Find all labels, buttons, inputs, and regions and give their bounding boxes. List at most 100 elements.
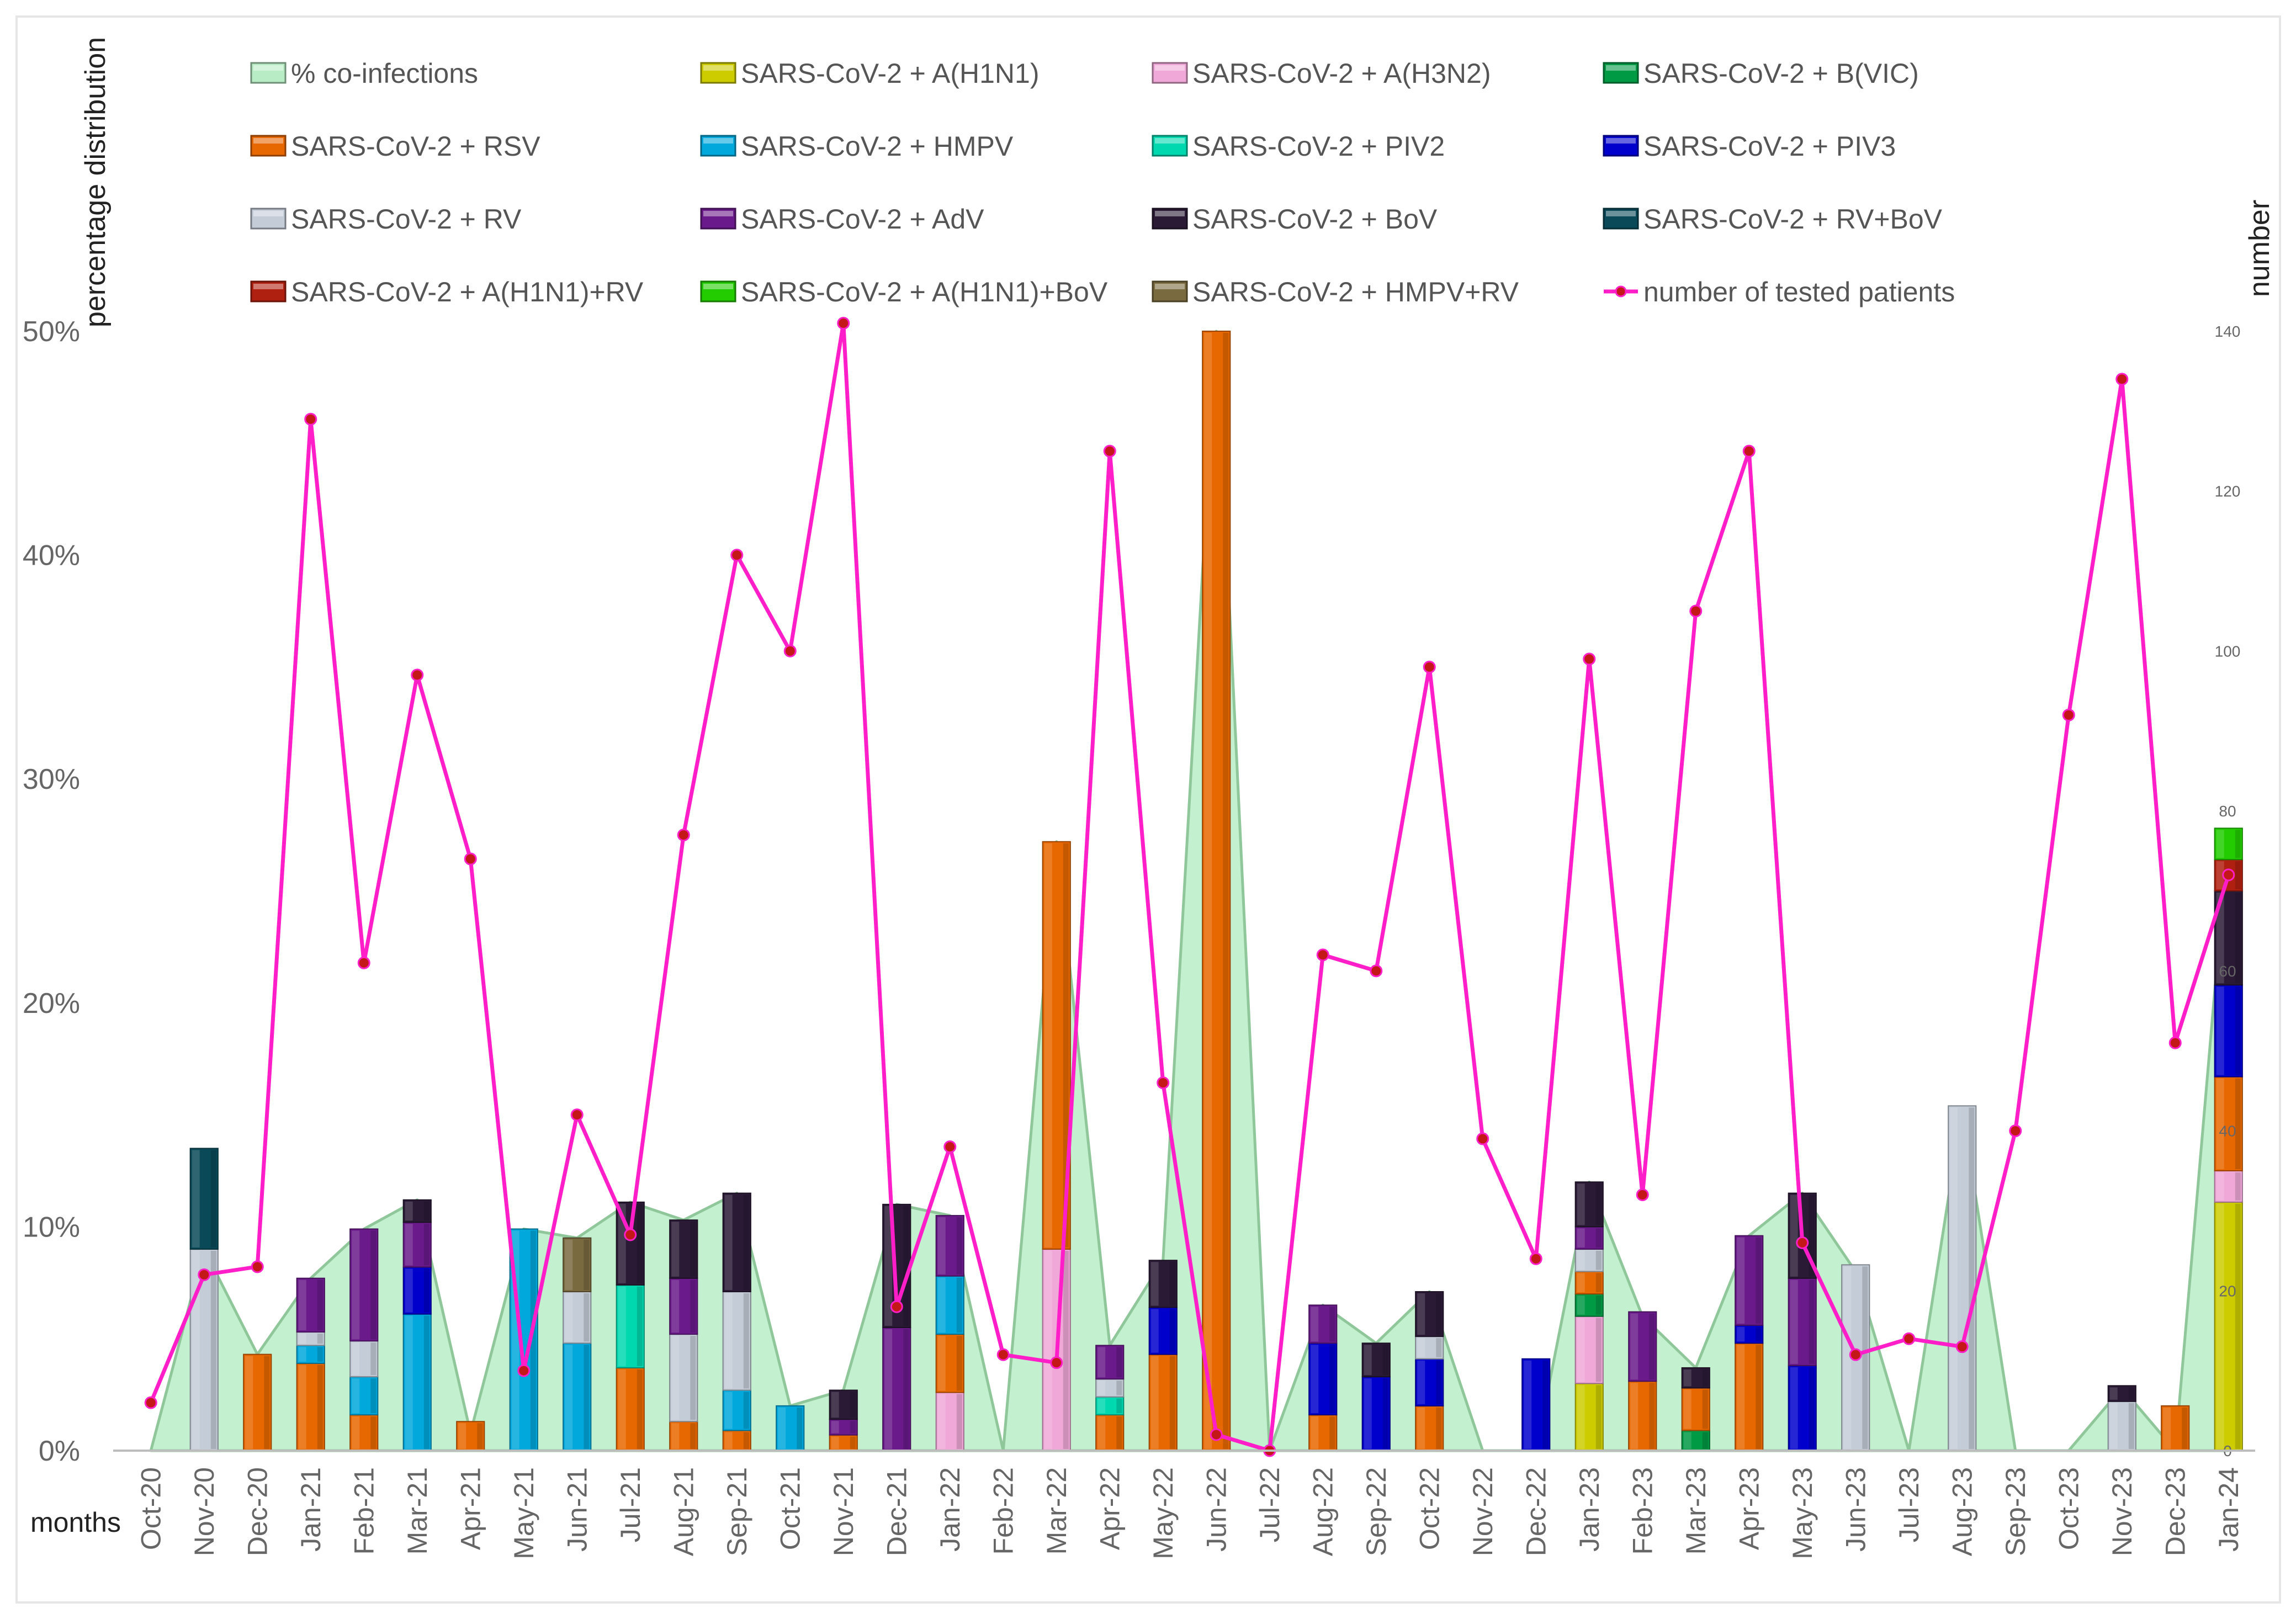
bar-highlight [2216,893,2224,984]
bar-highlight [671,1336,680,1420]
x-tick-label: Jan-24 [2213,1467,2244,1552]
legend-item-sars-cov-2-adv: SARS-CoV-2 + AdV [700,204,984,235]
legend-swatch-bevel [253,284,283,289]
bar-shadow [584,1293,590,1342]
bar-shadow [1436,1360,1442,1404]
bar-segment-rsv [1681,1387,1710,1431]
bar-highlight [405,1315,413,1449]
legend-label: SARS-CoV-2 + PIV2 [1192,131,1445,162]
x-tick-label: Feb-23 [1627,1467,1658,1554]
bar-shadow [317,1365,323,1449]
legend-swatch-bevel [703,211,733,216]
bar-shadow [317,1347,323,1362]
bar-segment-rsv [2161,1405,2190,1451]
bar-highlight [298,1347,306,1362]
legend-swatch-bevel [253,138,283,144]
tested-patients-point [251,1260,264,1273]
x-tick-label: Aug-23 [1947,1467,1977,1556]
bar-shadow [1862,1266,1868,1449]
tested-patients-point [1476,1132,1489,1145]
legend-label: SARS-CoV-2 + RV+BoV [1643,204,1943,235]
tested-patients-point [198,1268,211,1281]
x-tick-label: Dec-23 [2160,1467,2191,1556]
bar-highlight [2109,1387,2118,1400]
bar-highlight [405,1224,413,1266]
bar-highlight [671,1280,680,1333]
tested-patients-point [730,549,744,562]
bar-segment-hmpv [722,1389,751,1431]
bar-highlight [298,1334,306,1344]
bar-segment-rsv [1095,1414,1125,1452]
y-tick-left: 20% [23,988,80,1020]
tested-patients-point [1210,1428,1223,1441]
bar-highlight [724,1293,733,1389]
legend-item-sars-cov-2-rsv: SARS-CoV-2 + RSV [250,131,540,162]
bar-shadow [423,1224,429,1266]
bar-shadow [423,1201,429,1221]
bar-shadow [1756,1345,1762,1449]
bar-highlight [352,1416,360,1449]
bar-segment-a-h1n1 [1574,1383,1604,1452]
bar-highlight [192,1150,200,1248]
bar-segment-rv [563,1291,592,1344]
bar-shadow [1809,1367,1815,1449]
bar-highlight [1577,1183,1585,1225]
bar-shadow [637,1369,643,1449]
bar-segment-bov [1361,1342,1391,1378]
tested-patients-point [304,412,317,426]
bar-segment-rv [1095,1378,1125,1398]
x-tick-label: May-23 [1787,1467,1818,1559]
bar-highlight [1097,1416,1106,1449]
bar-segment-piv2 [616,1284,645,1368]
bar-highlight [1364,1345,1372,1376]
tested-patients-point [570,1108,584,1122]
x-tick-label: Sep-21 [722,1467,752,1556]
bar-segment-rsv [829,1434,858,1451]
legend-label: SARS-CoV-2 + RV [291,204,522,235]
bar-highlight [671,1222,680,1277]
bar-shadow [743,1392,749,1429]
legend-item-sars-cov-2-b-vic: SARS-CoV-2 + B(VIC) [1603,58,1919,89]
bar-segment-piv3 [2214,984,2243,1077]
bar-segment-adv [1308,1304,1338,1344]
legend-swatch-bevel [1155,65,1185,71]
bar-highlight [298,1365,306,1449]
bar-shadow [423,1268,429,1313]
y-tick-left: 40% [23,540,80,572]
bar-segment-hmpv [563,1342,592,1452]
x-tick-label: May-21 [508,1467,539,1559]
y-tick-right: 140 [2215,323,2241,340]
tested-patients-point [1157,1076,1170,1090]
bar-highlight [1417,1293,1425,1335]
bar-highlight [1311,1307,1319,1342]
tested-patients-point [2222,868,2235,882]
bar-highlight [2163,1407,2171,1449]
bar-highlight [724,1195,733,1291]
tested-patients-point [1529,1252,1542,1265]
bar-highlight [1097,1347,1106,1378]
x-tick-label: Oct-20 [135,1467,166,1550]
tested-patients-point [411,668,424,682]
bar-segment-b-vic [1574,1293,1604,1317]
legend-label: SARS-CoV-2 + A(H3N2) [1192,58,1491,89]
bar-shadow [1223,333,1229,1449]
bar-shadow [2235,1203,2241,1449]
legend-swatch-bevel [1155,284,1185,289]
x-tick-label: Oct-22 [1414,1467,1445,1550]
bar-segment-bov [1415,1291,1444,1337]
tested-patients-point [943,1140,957,1154]
tested-patients-point [1796,1236,1809,1249]
bar-shadow [903,1329,909,1449]
bar-highlight [937,1336,946,1391]
bar-segment-hmpv [402,1313,432,1451]
bar-highlight [1311,1416,1319,1449]
tested-patients-point [890,1300,903,1313]
bar-segment-a-h1n1-rv [2214,859,2243,891]
bar-highlight [565,1345,573,1449]
x-axis-label: months [30,1507,121,1538]
bar-shadow [370,1416,377,1449]
bar-shadow [264,1356,270,1449]
bar-highlight [1311,1345,1319,1414]
legend-item-sars-cov-2-hmpv-rv: SARS-CoV-2 + HMPV+RV [1152,277,1519,307]
bar-shadow [1649,1383,1655,1449]
